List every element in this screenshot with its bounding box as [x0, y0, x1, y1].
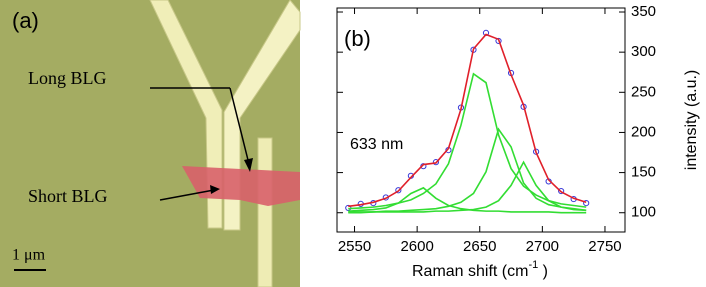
- annotation: Long BLG: [28, 68, 107, 88]
- arrow: [229, 87, 251, 169]
- plot-frame: [336, 7, 626, 233]
- panel-label: (b): [344, 26, 371, 51]
- x-tick-label: 2750: [588, 238, 621, 255]
- x-axis-label-text: Raman shift (cm: [412, 263, 528, 280]
- arrowhead: [244, 158, 253, 172]
- x-axis-label: Raman shift (cm-1 ): [412, 259, 548, 280]
- curve: [348, 33, 587, 208]
- data-point: [495, 37, 502, 45]
- panel-label: (a): [12, 8, 39, 33]
- annotation: 633 nm: [350, 136, 403, 153]
- y-tick-label: 250: [631, 83, 656, 100]
- curve: [348, 186, 587, 214]
- data-point: [583, 199, 590, 207]
- y-tick-label: 200: [631, 123, 656, 140]
- curve: [348, 72, 587, 210]
- data-point: [558, 187, 565, 195]
- x-tick-label: 2550: [338, 238, 371, 255]
- arrow: [159, 189, 215, 201]
- annotation: Short BLG: [28, 186, 108, 206]
- y-tick-label: 150: [631, 164, 656, 181]
- scale-label: 1 μm: [12, 247, 46, 264]
- arrowhead: [210, 185, 220, 194]
- y-tick-label: 350: [631, 3, 656, 20]
- data-point: [395, 187, 402, 194]
- data-point: [432, 159, 440, 166]
- flake: [182, 166, 300, 206]
- y-tick-label: 100: [631, 204, 656, 221]
- curve: [348, 127, 587, 213]
- x-tick-label: 2650: [463, 238, 496, 255]
- x-tick-label: 2600: [400, 238, 433, 255]
- curve: [348, 160, 587, 214]
- x-tick-label: 2700: [526, 238, 559, 255]
- wire: [149, 0, 223, 229]
- x-axis-label-suffix: ): [538, 263, 548, 280]
- substrate: [0, 0, 300, 287]
- y-tick-label: 300: [631, 43, 656, 60]
- y-axis-label: intensity (a.u.): [683, 70, 700, 170]
- micrograph: (a) Long BLG Short BLG 1 μm: [0, 0, 301, 287]
- x-axis-label-sup: -1: [528, 259, 538, 271]
- wire: [257, 137, 273, 287]
